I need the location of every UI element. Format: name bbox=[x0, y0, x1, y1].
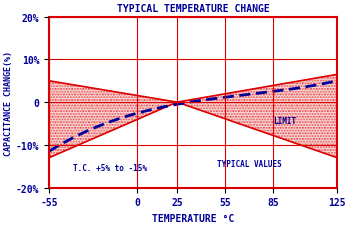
Text: TYPICAL VALUES: TYPICAL VALUES bbox=[217, 160, 282, 168]
X-axis label: TEMPERATURE °C: TEMPERATURE °C bbox=[152, 213, 234, 223]
Polygon shape bbox=[177, 75, 337, 158]
Polygon shape bbox=[49, 81, 177, 158]
Text: T.C. +5% to -15%: T.C. +5% to -15% bbox=[73, 164, 147, 173]
Title: TYPICAL TEMPERATURE CHANGE: TYPICAL TEMPERATURE CHANGE bbox=[117, 4, 270, 14]
Y-axis label: CAPACITANCE CHANGE(%): CAPACITANCE CHANGE(%) bbox=[4, 50, 13, 155]
Text: LIMIT: LIMIT bbox=[273, 117, 296, 126]
